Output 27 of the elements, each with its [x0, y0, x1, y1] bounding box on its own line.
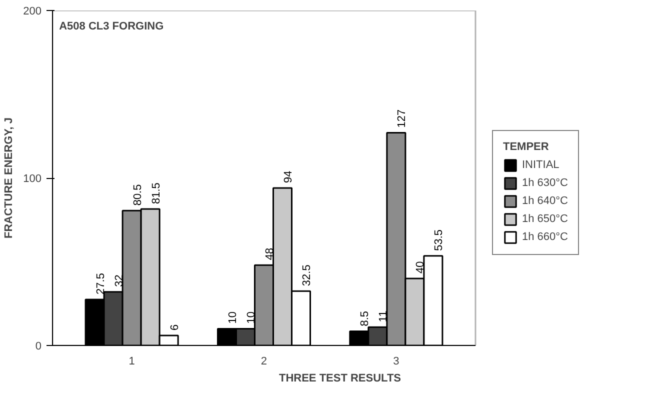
- legend-label: INITIAL: [522, 159, 560, 171]
- data-label: 80.5: [132, 184, 144, 206]
- y-tick-label: 200: [23, 6, 42, 18]
- x-tick-label: 2: [260, 356, 268, 368]
- x-tick-label: 1: [128, 356, 135, 368]
- legend-label: 1h 640°C: [522, 195, 568, 207]
- data-label: 8.5: [359, 310, 372, 326]
- y-axis-title: FRACTURE ENERGY, J: [3, 117, 16, 239]
- x-tick-label: 3: [393, 356, 400, 368]
- data-label: 27.5: [94, 273, 107, 294]
- data-label: 81.5: [150, 182, 162, 204]
- legend-label: 1h 650°C: [522, 213, 568, 225]
- legend-title: TEMPER: [503, 141, 550, 153]
- legend-label: 1h 660°C: [522, 231, 568, 243]
- data-label: 40: [414, 261, 427, 274]
- data-label: 6: [168, 324, 181, 330]
- data-label: 53.5: [433, 229, 446, 251]
- data-label: 127: [396, 109, 408, 128]
- data-label: 94: [282, 170, 294, 184]
- data-label: 11: [378, 310, 390, 322]
- legend-label: 1h 630°C: [522, 177, 568, 189]
- data-label: 10: [226, 312, 239, 324]
- text: A508 CL3 FORGING: [59, 20, 164, 33]
- x-axis-title: THREE TEST RESULTS: [278, 372, 402, 384]
- data-label: 32.5: [301, 264, 314, 286]
- y-tick-label: 0: [35, 340, 42, 352]
- y-tick-label: 100: [23, 173, 42, 185]
